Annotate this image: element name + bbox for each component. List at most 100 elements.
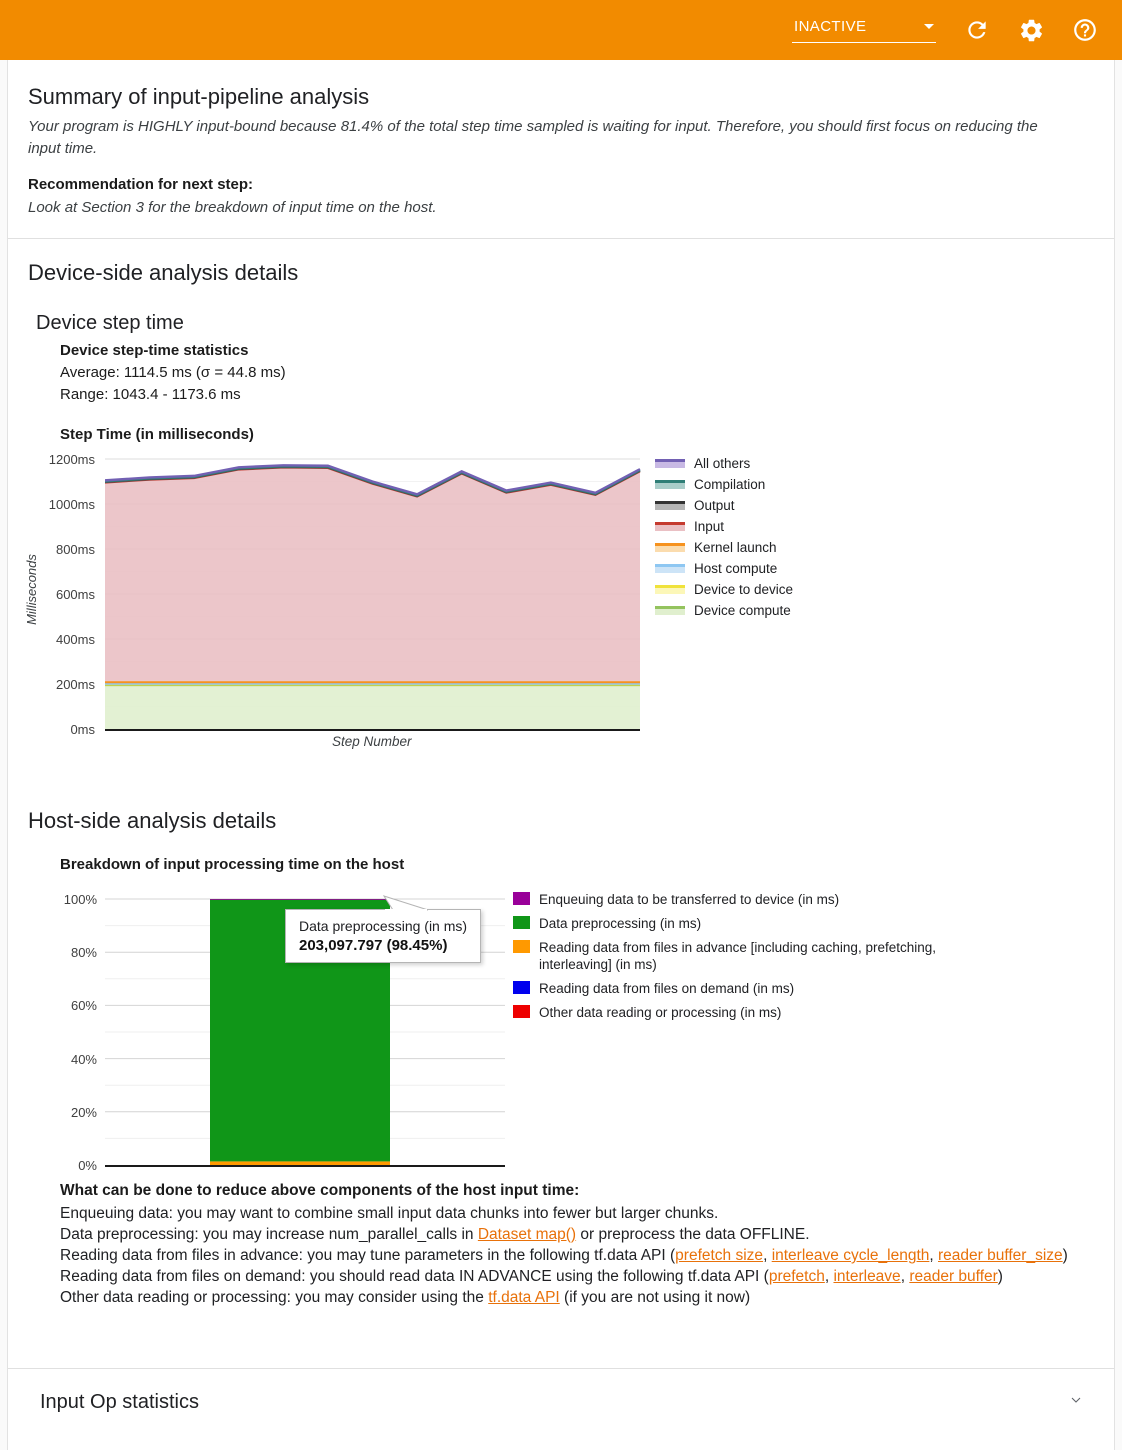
legend-swatch — [655, 564, 685, 573]
axis-tick-label: 1200ms — [48, 452, 95, 467]
device-stats-title: Device step-time statistics — [60, 342, 249, 359]
help-icon — [1072, 17, 1098, 43]
input-op-statistics-header[interactable]: Input Op statistics — [8, 1380, 1114, 1424]
device-chart-legend: All others Compilation Output Input Kernel l… — [655, 456, 793, 618]
host-chart-legend: Enqueuing data to be transferred to devi… — [513, 891, 1053, 1021]
advice-link[interactable]: interleave — [833, 1268, 901, 1285]
advice-line: Enqueuing data: you may want to combine … — [60, 1203, 1074, 1224]
help-button[interactable] — [1072, 17, 1098, 43]
recommendation-label: Recommendation for next step: — [28, 176, 254, 193]
axis-tick-label: 1000ms — [48, 497, 95, 512]
gear-icon — [1018, 17, 1045, 44]
device-step-time-chart: Milliseconds 0ms 200ms 400ms 600ms 800ms 1000… — [8, 450, 1114, 762]
legend-label: Device compute — [694, 603, 791, 618]
legend-label: Other data reading or processing (in ms) — [539, 1005, 782, 1020]
axis-tick-label: 0% — [78, 1158, 97, 1173]
legend-swatch — [513, 892, 530, 905]
divider — [8, 1368, 1114, 1369]
advice-link[interactable]: interleave cycle_length — [771, 1247, 930, 1264]
advice-link[interactable]: prefetch — [768, 1268, 825, 1285]
summary-title: Summary of input-pipeline analysis — [28, 84, 370, 109]
legend-item: All others — [655, 456, 793, 471]
advice-text: Data preprocessing: you may increase num… — [60, 1226, 478, 1243]
advice-line: Data preprocessing: you may increase num… — [60, 1224, 1074, 1245]
legend-label: Output — [694, 498, 735, 513]
legend-label: Input — [694, 519, 725, 534]
legend-item: Other data reading or processing (in ms) — [513, 1004, 1053, 1021]
legend-item: Data preprocessing (in ms) — [513, 915, 1053, 932]
device-section-title: Device-side analysis details — [28, 260, 299, 285]
legend-item: Enqueuing data to be transferred to devi… — [513, 891, 1053, 908]
input-op-statistics-title: Input Op statistics — [40, 1390, 199, 1413]
legend-swatch — [655, 543, 685, 552]
legend-item: Compilation — [655, 477, 793, 492]
advice-link[interactable]: Dataset map() — [477, 1226, 577, 1243]
advice-link[interactable]: prefetch size — [675, 1247, 764, 1264]
host-advice-list: Enqueuing data: you may want to combine … — [60, 1203, 1074, 1308]
axis-tick-label: 0ms — [70, 722, 95, 737]
expand-chevron-icon[interactable] — [1068, 1392, 1084, 1413]
legend-swatch — [513, 981, 530, 994]
settings-button[interactable] — [1018, 17, 1044, 43]
legend-swatch — [655, 501, 685, 510]
device-stats-average: Average: 1114.5 ms (σ = 44.8 ms) — [60, 364, 286, 381]
host-chart-title: Breakdown of input processing time on th… — [60, 856, 405, 873]
device-stats-range: Range: 1043.4 - 1173.6 ms — [60, 386, 241, 403]
device-step-time-plot[interactable] — [105, 458, 642, 732]
advice-text: Other data reading or processing: you ma… — [60, 1289, 489, 1306]
advice-link[interactable]: reader buffer — [909, 1268, 998, 1285]
legend-label: Data preprocessing (in ms) — [539, 916, 702, 931]
host-breakdown-plot[interactable] — [105, 897, 505, 1169]
advice-text: Enqueuing data: you may want to combine … — [60, 1205, 719, 1222]
legend-item: Output — [655, 498, 793, 513]
advice-link[interactable]: tf.data API — [488, 1289, 560, 1306]
advice-text: , — [929, 1247, 938, 1264]
advice-line: Reading data from files in advance: you … — [60, 1245, 1074, 1266]
axis-tick-label: 60% — [70, 998, 97, 1014]
legend-item: Host compute — [655, 561, 793, 576]
axis-tick-label: 80% — [70, 945, 97, 961]
device-chart-xlabel: Step Number — [332, 734, 412, 749]
tooltip-value: 203,097.797 (98.45%) — [299, 937, 448, 954]
advice-link[interactable]: reader buffer_size — [938, 1247, 1063, 1264]
chevron-down-icon — [924, 23, 934, 29]
legend-item: Device compute — [655, 603, 793, 618]
legend-label: Kernel launch — [694, 540, 777, 555]
host-section-title: Host-side analysis details — [28, 808, 277, 833]
advice-text: , — [824, 1268, 834, 1285]
refresh-icon — [964, 17, 990, 43]
legend-label: Host compute — [694, 561, 778, 576]
run-selector-dropdown[interactable]: INACTIVE — [792, 18, 936, 43]
legend-swatch — [513, 940, 530, 953]
tooltip-pointer — [382, 895, 429, 911]
legend-item: Input — [655, 519, 793, 534]
refresh-button[interactable] — [964, 17, 990, 43]
axis-tick-label: 400ms — [55, 632, 95, 647]
legend-label: Enqueuing data to be transferred to devi… — [539, 892, 840, 907]
legend-label: Reading data from files in advance [incl… — [539, 940, 936, 972]
advice-text: , — [763, 1247, 772, 1264]
legend-swatch — [655, 585, 685, 594]
legend-swatch — [513, 1005, 530, 1018]
axis-tick-label: 600ms — [55, 587, 95, 602]
legend-label: Device to device — [694, 582, 794, 597]
topbar: INACTIVE — [0, 0, 1122, 60]
advice-text: ) — [997, 1268, 1003, 1285]
axis-tick-label: 20% — [70, 1104, 97, 1120]
summary-body: Your program is HIGHLY input-bound becau… — [28, 118, 1038, 157]
legend-swatch — [655, 522, 685, 531]
legend-swatch — [655, 606, 685, 615]
chart-tooltip: Data preprocessing (in ms) 203,097.797 (… — [285, 909, 482, 963]
divider — [8, 238, 1114, 239]
legend-swatch — [513, 916, 530, 929]
legend-swatch — [655, 459, 685, 468]
advice-text: (if you are not using it now) — [559, 1289, 751, 1306]
advice-line: Other data reading or processing: you ma… — [60, 1287, 1074, 1308]
advice-text: Reading data from files on demand: you s… — [60, 1268, 769, 1285]
device-step-time-title: Device step time — [36, 312, 184, 334]
host-breakdown-chart: 0% 20% 40% 60% 80% 100% Data preprocessing (i… — [8, 885, 1114, 1183]
axis-tick-label: 200ms — [55, 677, 95, 692]
advice-text: or preprocess the data OFFLINE. — [576, 1226, 810, 1243]
legend-item: Device to device — [655, 582, 793, 597]
axis-tick-label: 40% — [70, 1051, 97, 1067]
